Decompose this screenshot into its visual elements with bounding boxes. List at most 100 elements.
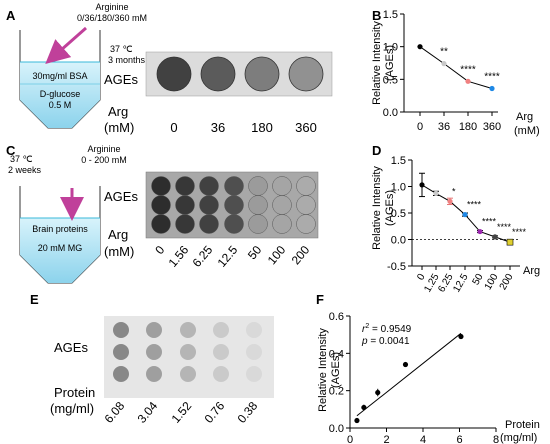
blot-a-x-label-line2: (mM) (104, 120, 134, 135)
chart-d-point (477, 228, 483, 235)
condition-a-line1: 37 ℃ (110, 44, 133, 54)
blot-c-dot (248, 195, 268, 215)
blot-c-dot (175, 214, 195, 234)
chart-d-significance: * (452, 186, 456, 196)
blot-e-row-label: AGEs (54, 340, 88, 355)
blot-c-dot (296, 176, 316, 196)
chart-b-point (489, 85, 495, 92)
blot-e-lane-label: 6.08 (102, 399, 128, 426)
blot-e-dot (180, 366, 196, 382)
blot-e-dot (146, 322, 162, 338)
tube-c-layer1: Brain proteins (32, 224, 88, 234)
chart-d-y-tick-label: -0.5 (387, 261, 406, 273)
chart-f-point (375, 389, 381, 396)
blot-e-lane-labels: 6.08 3.04 1.52 0.76 0.38 (102, 399, 261, 426)
tube-a-liquid (20, 62, 100, 128)
panel-b: B 0.00.51.01.50 36 180 360**********Relativ… (371, 8, 540, 137)
blot-e-dot (213, 322, 229, 338)
blot-a-dots (156, 56, 324, 92)
chart-f-y-tick-label: 0.4 (329, 348, 344, 360)
chart-f-y-label-line1: Relative Intensity (317, 328, 329, 412)
blot-c-lane-label: 12.5 (215, 243, 241, 270)
blot-a-lane-labels: 0 36 180 360 (170, 120, 316, 135)
chart-b-y-label-line1: Relative Intensity (371, 21, 383, 105)
blot-a-lane-label: 180 (251, 120, 273, 135)
blot-e-dot (246, 322, 262, 338)
chart-b-y-tick-label: 0.5 (383, 74, 398, 86)
blot-a-dot (200, 56, 236, 92)
chart-f-point (354, 417, 360, 424)
blot-a-dot (244, 56, 280, 92)
chart-b-y-tick-label: 1.5 (383, 9, 398, 21)
blot-c-lane-label: 100 (265, 243, 289, 268)
chart-d-x-tick-label: 200 (498, 272, 516, 292)
tube-a-layer2-line1: D-glucose (40, 89, 81, 99)
blot-c-x-label-line1: Arg (108, 227, 128, 242)
blot-c-lane-label: 6.25 (190, 243, 216, 270)
blot-c-dot (175, 176, 195, 196)
chart-b-y-tick-label: 0.0 (383, 107, 398, 119)
blot-c-dot (272, 214, 292, 234)
chart-d-point (462, 211, 468, 218)
condition-a-line2: 3 months (108, 55, 146, 65)
blot-e-dot (180, 344, 196, 360)
chart-d-x-label: Arg (523, 265, 540, 277)
arrow-c-label-line1: Arginine (87, 144, 120, 154)
blot-a-lane-label: 0 (170, 120, 177, 135)
chart-d-point (506, 238, 514, 246)
chart-d-x-tick-label: 12.5 (451, 272, 470, 295)
chart-d-significance: **** (482, 217, 497, 227)
panel-letter-d: D (372, 143, 381, 158)
chart-f-y-tick-label: 0.2 (329, 386, 344, 398)
blot-e-dot (146, 366, 162, 382)
chart-f-y-tick-label: 0.0 (329, 423, 344, 435)
blot-e-lane-label: 0.38 (235, 399, 261, 426)
panel-a: A 30mg/ml BSA D-glucose 0.5 M Arginine 0… (6, 2, 333, 135)
chart-b-x-label-line2: (mM) (514, 125, 540, 137)
blot-e-lane-label: 0.76 (202, 399, 228, 426)
blot-e-dot (246, 366, 262, 382)
tube-a-layer1: 30mg/ml BSA (32, 71, 87, 81)
chart-b-point (417, 44, 423, 50)
chart-f-x-label-line2: (mg/ml) (500, 432, 537, 444)
blot-c-row-label: AGEs (104, 189, 138, 204)
arrow-c-label-line2: 0 - 200 mM (81, 155, 127, 165)
blot-c-dot (224, 176, 244, 196)
panel-letter-a: A (6, 8, 16, 23)
chart-b-significance: ** (440, 47, 448, 58)
chart-d-y-tick-label: 0.0 (391, 235, 406, 247)
chart-d-significance: **** (512, 227, 527, 237)
chart-d-point (433, 190, 439, 196)
blot-e-x-label-line2: (mg/ml) (50, 401, 94, 416)
panel-letter-b: B (372, 8, 381, 23)
chart-b-significance: **** (484, 71, 500, 82)
chart-d-x-tick-label: 100 (483, 272, 501, 292)
blot-a-dot (288, 56, 324, 92)
blot-c-dot (272, 176, 292, 196)
chart-d-y-tick-label: 0.5 (391, 208, 406, 220)
panel-letter-c: C (6, 143, 16, 158)
chart-f-r2-label: r2 = 0.9549 (362, 323, 412, 335)
blot-e-dot (213, 366, 229, 382)
blot-c-dot (151, 195, 171, 215)
chart-b-significance: **** (460, 64, 476, 75)
arrow-a-label-line1: Arginine (95, 2, 128, 12)
blot-e-dot (113, 344, 129, 360)
chart-f-x-tick-label: 6 (456, 434, 462, 444)
chart-b-y-tick-label: 1.0 (383, 42, 398, 54)
blot-e-dot (180, 322, 196, 338)
blot-c-lane-label: 1.56 (166, 243, 192, 270)
chart-d-significance: **** (497, 222, 512, 232)
blot-a-lane-label: 360 (295, 120, 317, 135)
blot-e-dot (213, 344, 229, 360)
chart-f-x-label-line1: Protein (505, 419, 540, 431)
chart-f-y-label-line2: (AGEs) (330, 352, 342, 388)
blot-e-dot (113, 322, 129, 338)
chart-d-point (447, 198, 453, 204)
condition-c-line2: 2 weeks (8, 165, 42, 175)
blot-e-dots (113, 322, 262, 382)
chart-b-x-tick-label: 180 (459, 121, 477, 133)
blot-e-lane-label: 1.52 (169, 399, 195, 426)
